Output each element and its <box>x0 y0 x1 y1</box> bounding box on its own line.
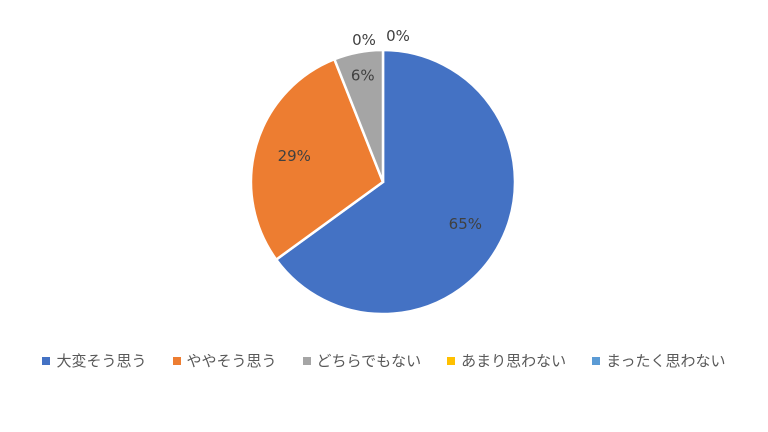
data-label: 65% <box>449 215 482 233</box>
legend-label: まったく思わない <box>606 352 726 370</box>
legend-item: まったく思わない <box>592 350 726 371</box>
legend-item: ややそう思う <box>172 350 277 371</box>
data-label: 6% <box>351 67 375 85</box>
legend-swatch <box>302 356 311 365</box>
legend-item: どちらでもない <box>302 350 422 371</box>
pie-slice <box>274 48 517 316</box>
legend-swatch <box>42 356 51 365</box>
legend-item: 大変そう思う <box>42 350 147 371</box>
legend-label: 大変そう思う <box>56 352 147 370</box>
data-label: 0% <box>386 27 410 45</box>
legend-swatch <box>172 356 181 365</box>
data-label: 0% <box>352 31 376 49</box>
legend-label: ややそう思う <box>186 352 277 370</box>
pie-slice <box>332 48 385 183</box>
data-label: 29% <box>278 147 311 165</box>
legend-swatch <box>447 356 456 365</box>
legend-label: どちらでもない <box>316 352 422 370</box>
legend: 大変そう思う ややそう思う どちらでもない あまり思わない まったく思わない <box>0 350 768 371</box>
legend-swatch <box>592 356 601 365</box>
legend-label: あまり思わない <box>461 352 567 370</box>
legend-item: あまり思わない <box>447 350 566 371</box>
pie-slice <box>249 57 385 262</box>
